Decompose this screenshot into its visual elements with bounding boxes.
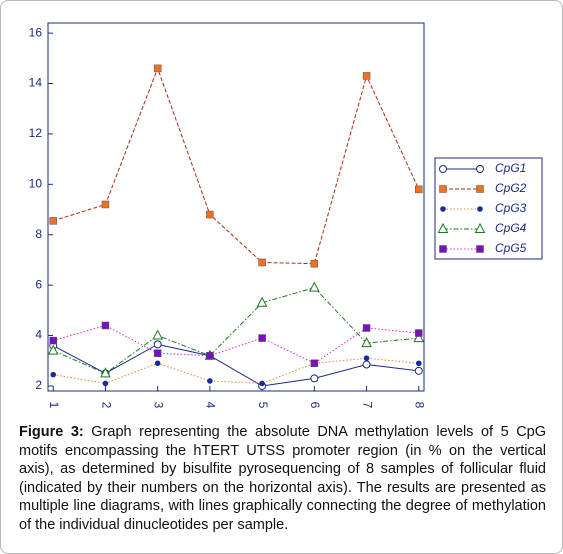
marker <box>153 64 162 73</box>
marker <box>310 374 319 383</box>
marker <box>413 331 425 343</box>
legend-marker <box>476 245 484 253</box>
caption-text: Graph representing the absolute DNA meth… <box>19 424 547 533</box>
marker <box>415 185 423 194</box>
legend-label: CpG4 <box>495 221 527 235</box>
marker <box>310 259 319 268</box>
marker <box>361 337 372 348</box>
legend-marker <box>440 206 446 212</box>
legend-label: CpG5 <box>495 241 527 255</box>
x-tick-label: 8 <box>413 402 427 409</box>
marker <box>310 359 319 368</box>
marker <box>309 281 320 292</box>
marker <box>415 329 423 337</box>
y-tick-label: 16 <box>29 25 43 39</box>
legend-marker <box>476 185 484 193</box>
y-tick-label: 4 <box>35 328 42 342</box>
marker <box>414 366 423 375</box>
series-line <box>53 357 419 384</box>
marker <box>153 340 162 349</box>
marker <box>100 367 111 378</box>
y-tick-label: 8 <box>35 227 42 241</box>
marker <box>47 344 59 355</box>
y-tick-label: 10 <box>29 176 43 190</box>
x-tick-label: 5 <box>256 402 270 409</box>
marker <box>153 349 162 357</box>
legend-label: CpG3 <box>495 201 527 215</box>
marker <box>256 296 268 307</box>
legend-marker <box>439 245 447 253</box>
marker <box>363 355 370 362</box>
series-line <box>52 343 419 387</box>
marker <box>362 72 371 80</box>
marker <box>258 334 266 342</box>
x-tick-label: 1 <box>47 402 61 409</box>
marker <box>154 360 161 367</box>
marker <box>152 329 163 340</box>
marker <box>362 360 371 369</box>
y-tick-label: 6 <box>35 277 42 291</box>
legend-frame <box>434 157 543 260</box>
marker <box>101 200 110 209</box>
legend-label: CpG2 <box>495 181 527 195</box>
legend-marker <box>439 165 447 173</box>
marker <box>206 210 214 219</box>
marker <box>101 321 110 330</box>
legend-marker <box>477 206 483 212</box>
marker <box>362 324 371 332</box>
y-tick-label: 12 <box>29 126 43 140</box>
marker <box>50 371 57 378</box>
marker <box>49 336 57 345</box>
legend-marker <box>437 222 449 233</box>
marker <box>258 258 266 267</box>
x-tick-label: 6 <box>308 402 322 409</box>
marker <box>259 380 265 387</box>
caption: Figure 3: Graph representing the absolut… <box>19 423 546 535</box>
x-tick-label: 3 <box>151 402 165 409</box>
plot-frame <box>47 22 425 392</box>
x-tick-label: 7 <box>360 402 374 409</box>
y-tick-label: 2 <box>35 378 42 392</box>
marker <box>207 378 213 384</box>
marker <box>49 217 57 225</box>
series-line <box>53 66 420 265</box>
legend-label: CpG1 <box>495 161 526 175</box>
x-tick-label: 4 <box>204 402 218 409</box>
legend-marker <box>474 222 486 233</box>
marker <box>102 380 109 387</box>
legend-marker <box>439 185 447 193</box>
legend-marker <box>476 165 484 173</box>
marker <box>206 351 214 360</box>
y-tick-label: 14 <box>29 76 43 90</box>
marker <box>415 360 422 367</box>
series-line <box>53 324 419 364</box>
caption-label: Figure 3: <box>19 424 84 440</box>
x-tick-label: 2 <box>99 402 113 409</box>
series-line <box>53 287 419 374</box>
